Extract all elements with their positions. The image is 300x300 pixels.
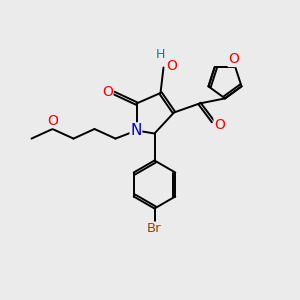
Text: O: O	[214, 118, 225, 132]
Text: N: N	[130, 123, 142, 138]
Text: Br: Br	[147, 222, 162, 236]
Text: O: O	[47, 114, 58, 128]
Text: O: O	[102, 85, 113, 98]
Text: O: O	[167, 59, 177, 73]
Text: O: O	[228, 52, 239, 66]
Text: H: H	[156, 48, 165, 62]
